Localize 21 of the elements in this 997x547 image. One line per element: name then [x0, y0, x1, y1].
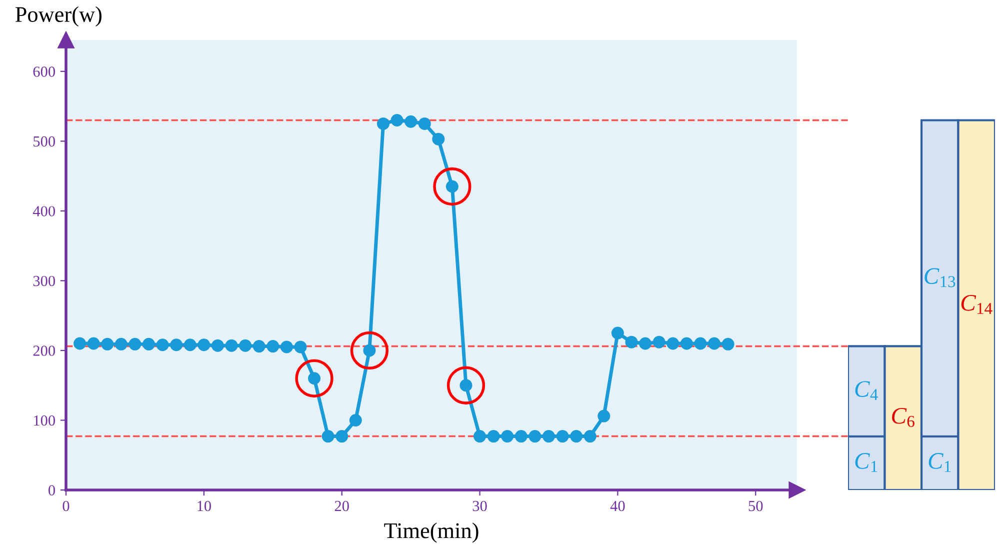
y-tick-label: 0 [48, 485, 55, 496]
x-tick-label: 10 [198, 500, 211, 512]
y-tick-label: 300 [33, 276, 55, 286]
series-label: C$_{1}$ [855, 453, 878, 472]
y-tick-label: 600 [33, 66, 55, 77]
y-tick-label: 500 [34, 136, 55, 147]
x-tick-label: 20 [334, 500, 349, 512]
y-tick-label: 400 [32, 206, 55, 216]
series-label: C$_{4}$ [855, 381, 878, 400]
text: C$_{1}$ [928, 453, 951, 472]
y-axis-title: Power(w) [15, 6, 102, 26]
x-tick-label: 30 [472, 500, 487, 512]
x-tick-label: 50 [748, 500, 763, 512]
y-tick-label: 200 [33, 346, 55, 356]
series-label: C$_{13}$ [924, 268, 956, 288]
series-label: C$_{14}$ [961, 294, 992, 314]
series-label: C$_{6}$ [892, 408, 914, 427]
x-axis-title: Time(min) [384, 522, 478, 543]
x-tick-label: 0 [62, 500, 70, 512]
x-tick-label: 40 [610, 500, 625, 512]
y-tick-label: 100 [34, 415, 55, 426]
